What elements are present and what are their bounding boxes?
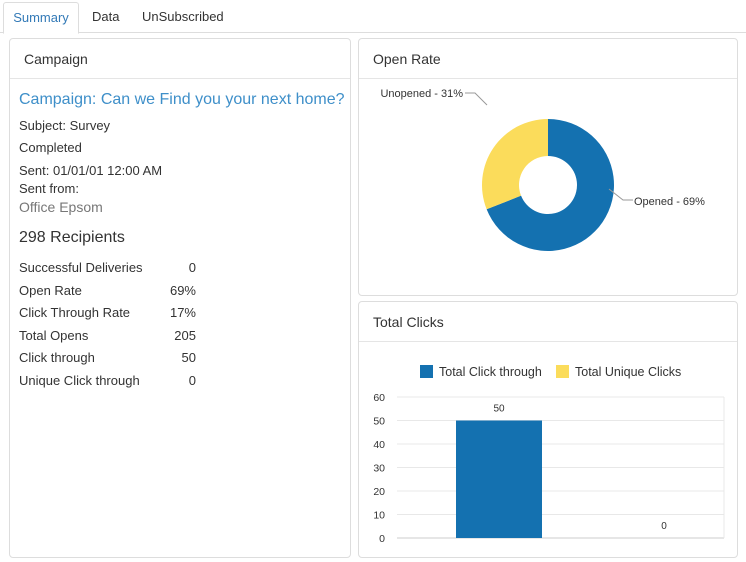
stat-value-total-opens: 205 — [174, 328, 196, 343]
total-clicks-panel-header: Total Clicks — [359, 302, 737, 342]
campaign-panel-title: Campaign — [24, 51, 88, 67]
bar-total-click-through[interactable] — [456, 420, 542, 539]
y-tick-label: 30 — [373, 463, 385, 475]
open-rate-panel: Open Rate Opened - 69% Unopened - 31% — [358, 38, 738, 296]
bar-data-label-total-unique-clicks: 0 — [661, 521, 667, 532]
legend-swatch-total-unique-clicks[interactable] — [556, 365, 569, 378]
campaign-subject: Subject: Survey — [19, 118, 111, 133]
campaign-panel-header: Campaign — [10, 39, 350, 79]
open-rate-panel-title: Open Rate — [373, 51, 441, 67]
bar-chart-gridlines — [397, 396, 725, 539]
campaign-sent-from-label: Sent from: — [19, 181, 79, 196]
y-tick-label: 0 — [379, 533, 385, 545]
pie-label-unopened: Unopened - 31% — [380, 88, 463, 100]
campaign-sent-from-value: Office Epsom — [19, 199, 103, 215]
stat-label-unique-click-through: Unique Click through — [19, 373, 140, 388]
pie-leader-line-opened — [608, 188, 633, 201]
tab-bar: Summary Data UnSubscribed — [0, 0, 746, 34]
bar-data-label-total-click-through: 50 — [493, 404, 505, 415]
campaign-name-link[interactable]: Campaign: Can we Find you your next home… — [19, 91, 345, 108]
stat-value-click-through-rate: 17% — [169, 305, 196, 320]
stat-label-total-opens: Total Opens — [19, 328, 89, 343]
tab-unsubscribed[interactable]: UnSubscribed — [142, 9, 224, 24]
total-clicks-panel: Total Clicks 0 10 20 30 40 50 60 Total Click t… — [358, 301, 738, 558]
stat-label-click-through: Click through — [19, 350, 95, 365]
stat-value-successful-deliveries: 0 — [188, 260, 196, 275]
stat-label-successful-deliveries: Successful Deliveries — [19, 260, 143, 275]
tab-summary[interactable]: Summary — [3, 2, 79, 34]
stat-label-click-through-rate: Click Through Rate — [19, 305, 131, 320]
tab-data[interactable]: Data — [92, 9, 120, 24]
y-tick-label: 50 — [373, 416, 385, 428]
total-clicks-panel-title: Total Clicks — [373, 314, 444, 330]
stat-value-click-through: 50 — [181, 350, 196, 365]
bar-chart-y-axis: 0 10 20 30 40 50 60 — [373, 392, 385, 545]
stat-value-unique-click-through: 0 — [188, 373, 196, 388]
pie-label-opened: Opened - 69% — [634, 196, 705, 208]
y-tick-label: 60 — [373, 392, 385, 404]
campaign-sent-date: Sent: 01/01/01 12:00 AM — [19, 163, 163, 178]
recipients-count: 298 Recipients — [19, 229, 125, 246]
legend-swatch-total-click-through[interactable] — [420, 365, 433, 378]
pie-leader-line-unopened — [465, 92, 488, 106]
y-tick-label: 20 — [373, 486, 385, 498]
y-tick-label: 10 — [373, 510, 385, 522]
total-clicks-bar-chart: 0 10 20 30 40 50 60 Total Click through Total … — [373, 365, 725, 545]
pie-slice-unopened[interactable] — [482, 119, 548, 210]
stat-label-open-rate: Open Rate — [19, 283, 82, 298]
legend-label-total-click-through[interactable]: Total Click through — [439, 365, 542, 379]
y-tick-label: 40 — [373, 439, 385, 451]
open-rate-donut-chart: Opened - 69% Unopened - 31% — [380, 88, 705, 251]
stat-value-open-rate: 69% — [169, 283, 196, 298]
pie-slice-opened[interactable] — [486, 119, 614, 251]
campaign-panel: Campaign Campaign: Can we Find you your … — [9, 38, 351, 558]
open-rate-panel-header: Open Rate — [359, 39, 737, 79]
legend-label-total-unique-clicks[interactable]: Total Unique Clicks — [575, 365, 681, 379]
campaign-status: Completed — [19, 140, 82, 155]
